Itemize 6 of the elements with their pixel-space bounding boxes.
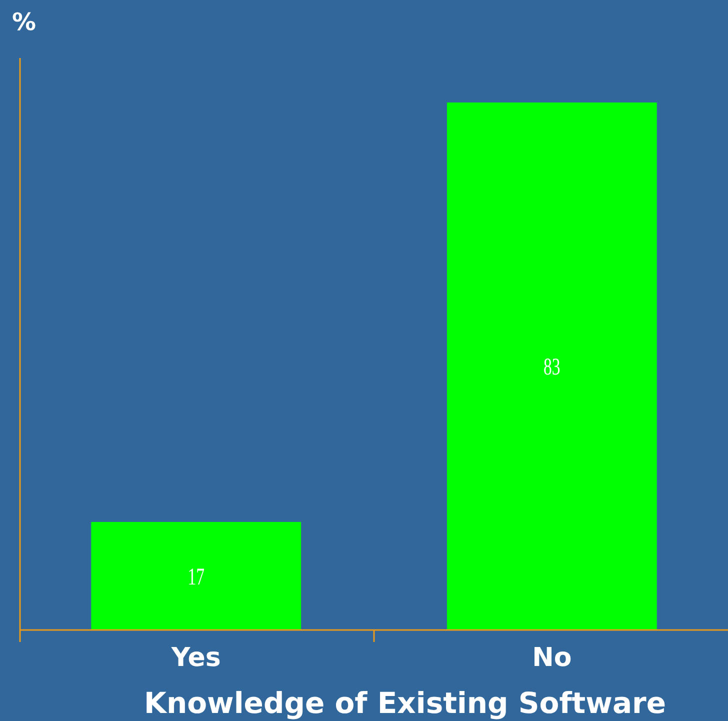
y-axis-title: % [12,8,36,36]
x-tick-label: No [532,643,572,673]
x-tick-label: Yes [170,643,221,673]
data-label: 17 [188,564,205,590]
data-label: 83 [543,354,560,380]
x-axis-title: Knowledge of Existing Software [144,686,666,720]
